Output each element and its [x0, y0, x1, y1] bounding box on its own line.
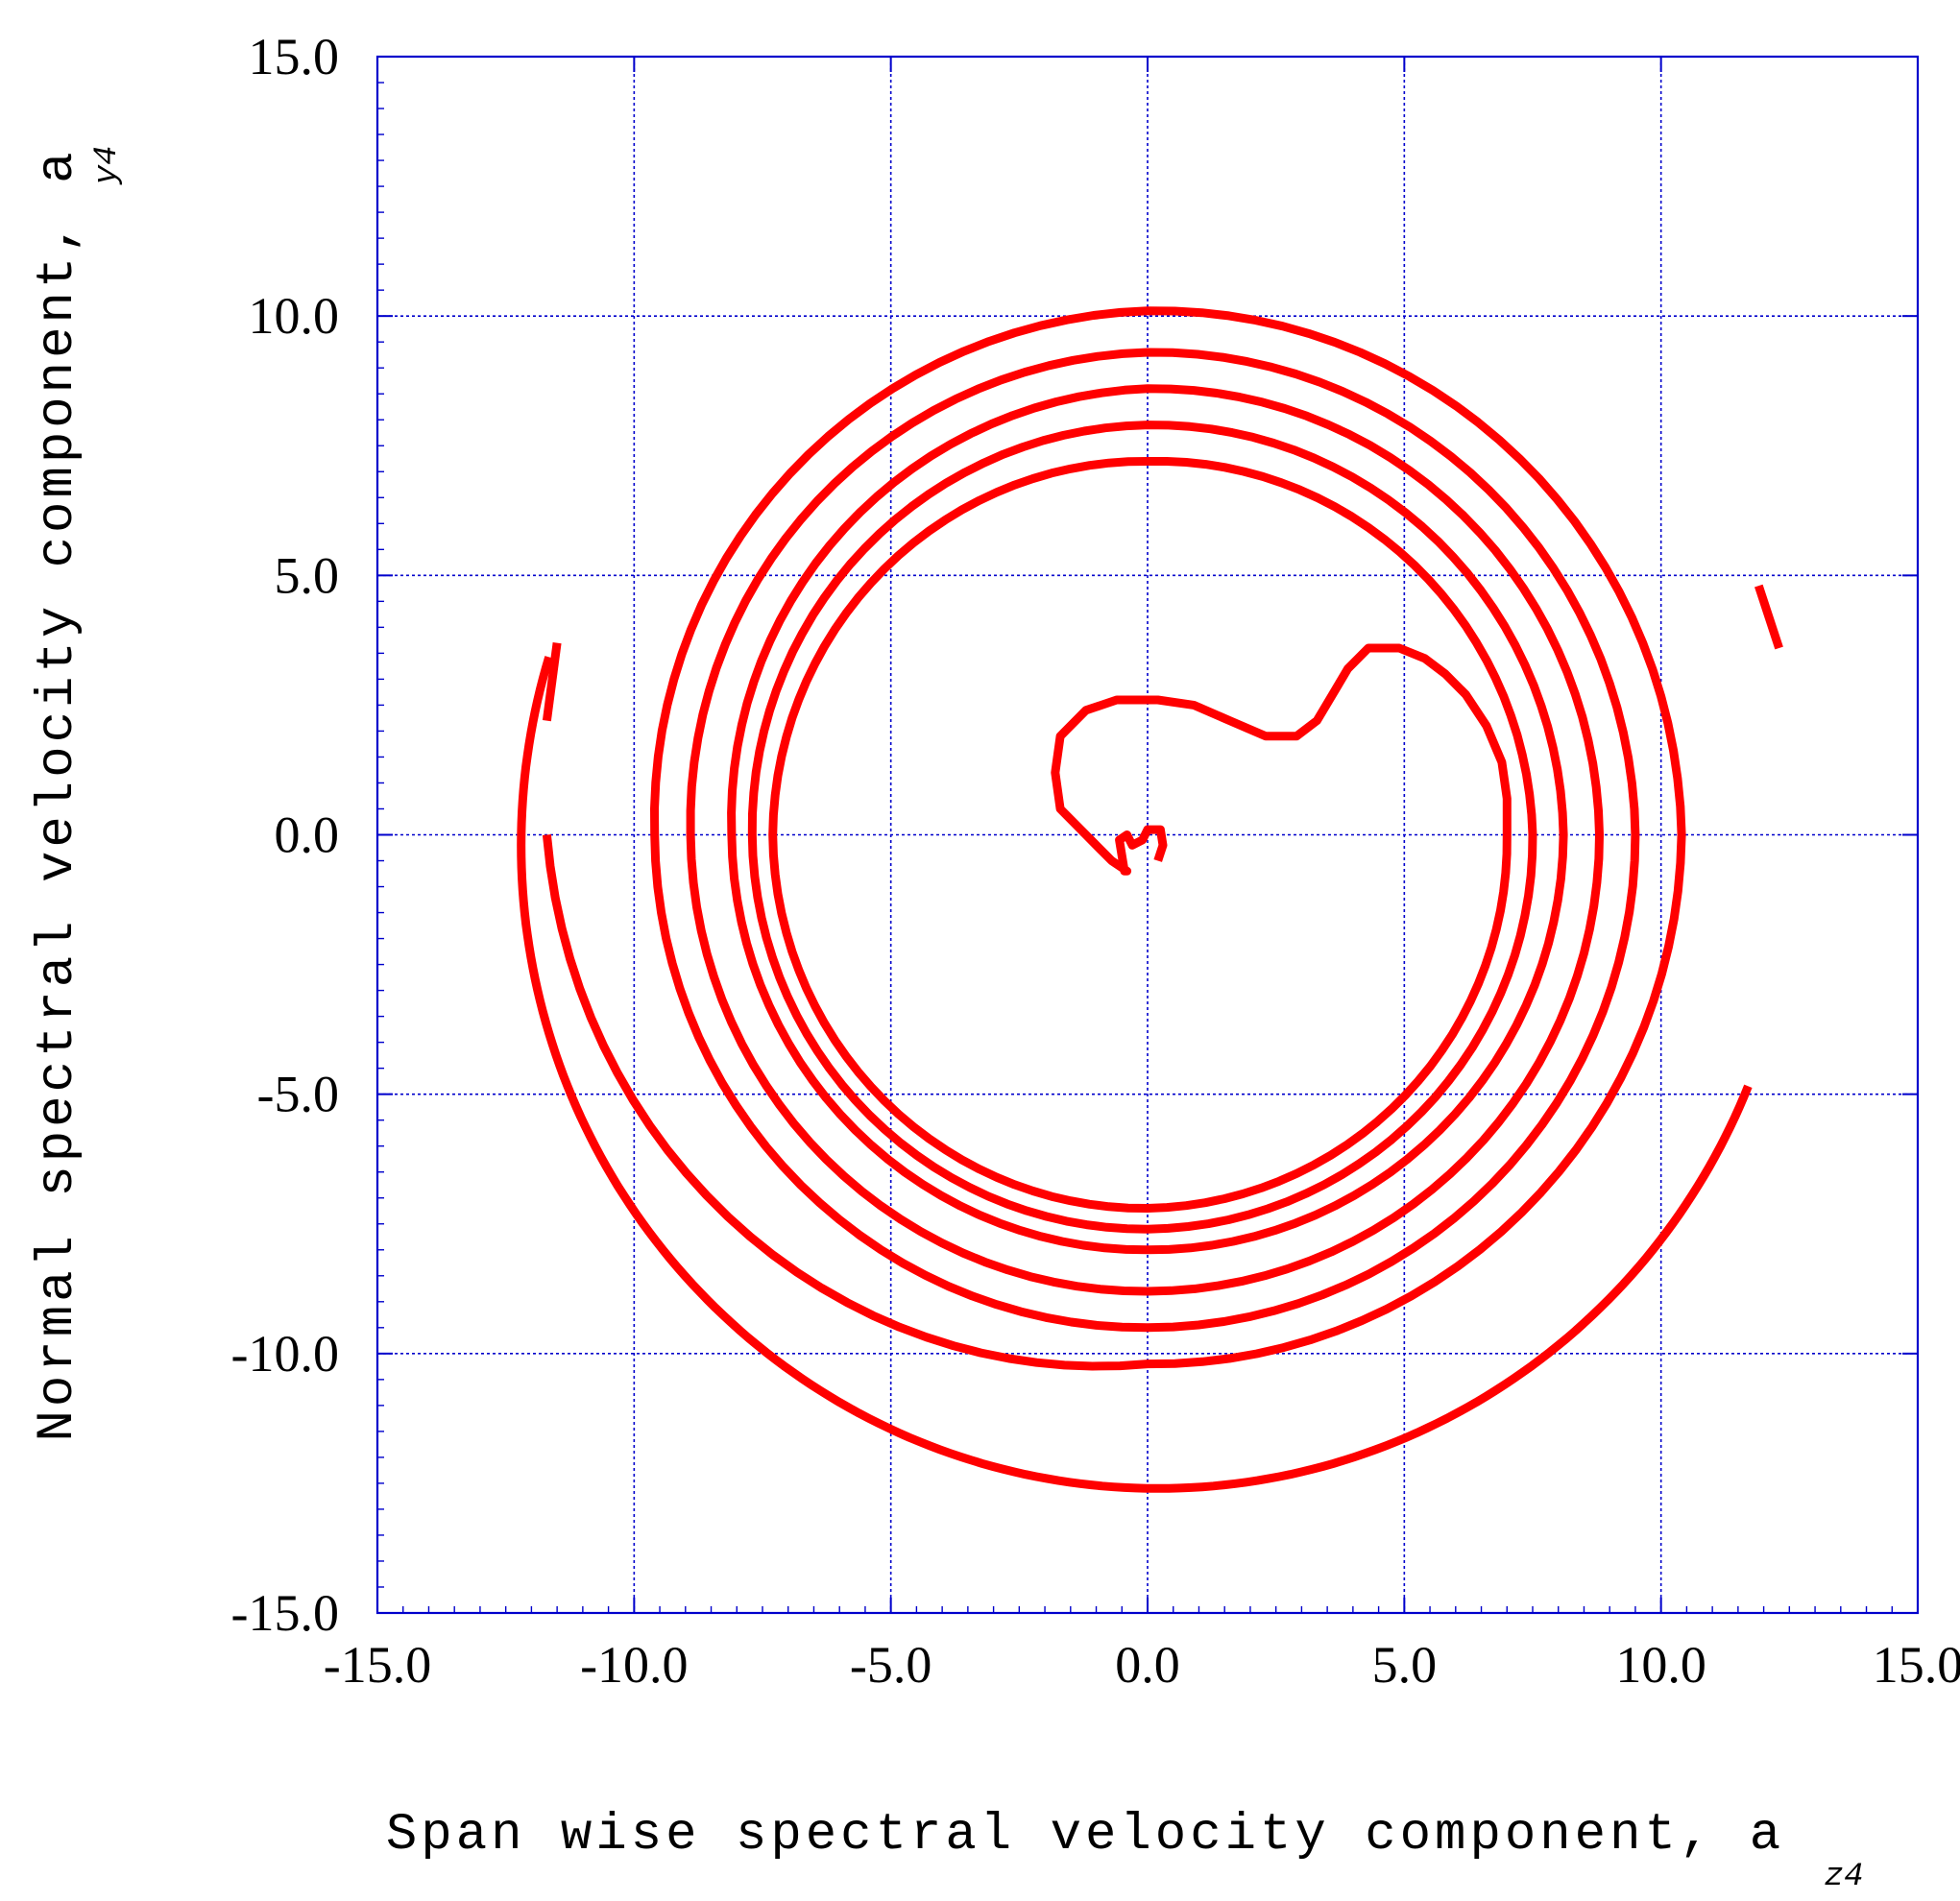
- y-tick-label: 10.0: [249, 287, 340, 345]
- spiral-series-line: [542, 306, 1686, 1371]
- y-axis-title: Normal spectral velocity component, a: [29, 149, 87, 1442]
- x-axis-title-subscript: z4: [1825, 1859, 1864, 1895]
- x-tick-label: 5.0: [1372, 1636, 1438, 1694]
- y-tick-label: -10.0: [231, 1325, 339, 1383]
- x-tick-label: 15.0: [1873, 1636, 1960, 1694]
- y-axis-title-group: Normal spectral velocity component, a: [29, 149, 87, 1442]
- y-axis-title-subscript: y4: [89, 146, 126, 186]
- x-tick-label: -10.0: [580, 1636, 688, 1694]
- spiral-right-endpoint: [1754, 584, 1783, 650]
- y-tick-label: -15.0: [231, 1584, 339, 1642]
- y-axis-title-subscript-group: y4: [89, 146, 126, 186]
- spiral-left-endpoint: [542, 642, 562, 722]
- spiral-outer-arm: [517, 656, 1753, 1493]
- x-tick-label: 10.0: [1615, 1636, 1706, 1694]
- y-tick-labels: -15.0 -10.0 -5.0 0.0 5.0 10.0 15.0: [231, 28, 339, 1642]
- plot-frame: [375, 55, 1920, 1615]
- y-tick-label: 0.0: [275, 806, 340, 864]
- series-layer: [517, 306, 1783, 1493]
- x-tick-label: -5.0: [850, 1636, 932, 1694]
- x-axis-title-text: Span wise spectral velocity component, a: [386, 1806, 1784, 1865]
- x-axis-title: Span wise spectral velocity component, a: [386, 1806, 1784, 1865]
- x-tick-label: -15.0: [324, 1636, 431, 1694]
- y-tick-label: -5.0: [257, 1066, 339, 1123]
- y-tick-label: 15.0: [249, 28, 340, 85]
- x-tick-label: 0.0: [1115, 1636, 1180, 1694]
- y-tick-label: 5.0: [275, 546, 340, 604]
- x-tick-labels: -15.0 -10.0 -5.0 0.0 5.0 10.0 15.0: [324, 1636, 1960, 1694]
